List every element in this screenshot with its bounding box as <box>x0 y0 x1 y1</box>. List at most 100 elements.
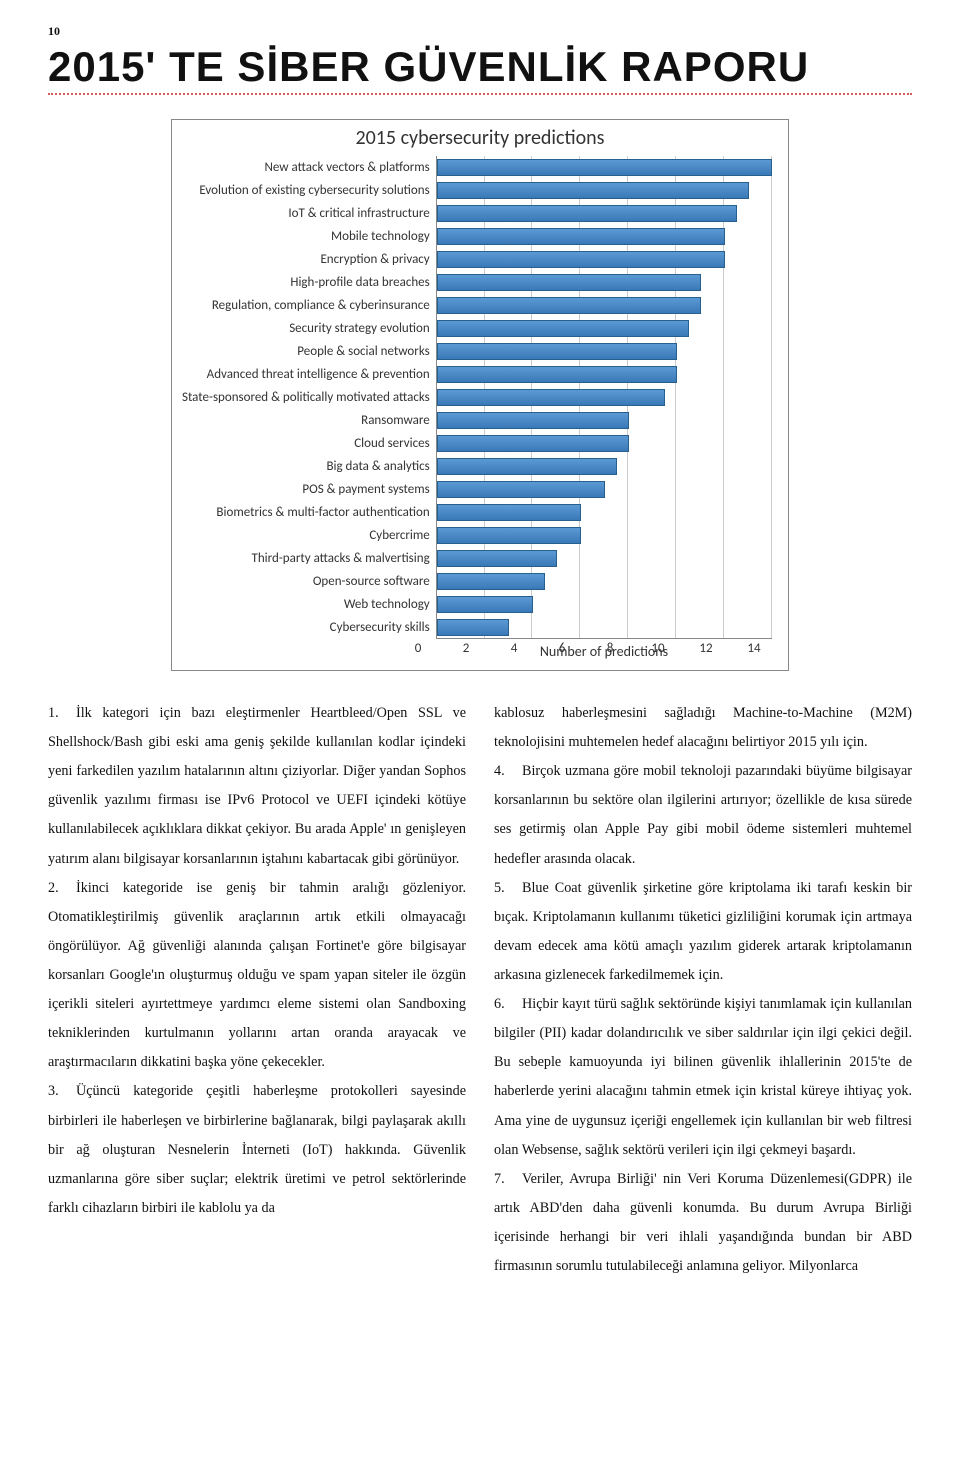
chart-bar <box>437 435 629 452</box>
page-number: 10 <box>48 24 912 39</box>
list-number: 1. <box>48 699 76 728</box>
chart-bar <box>437 619 509 636</box>
chart-y-label: POS & payment systems <box>182 478 430 501</box>
column-right: kablosuz haberleşmesini sağladığı Machin… <box>494 699 912 1281</box>
column-left: 1.İlk kategori için bazı eleştirmenler H… <box>48 699 466 1281</box>
chart-bar-row <box>437 271 772 294</box>
chart-bar-row <box>437 386 772 409</box>
chart-y-label: Evolution of existing cybersecurity solu… <box>182 179 430 202</box>
chart-y-label: People & social networks <box>182 340 430 363</box>
chart-bar <box>437 527 581 544</box>
paragraph-text: Birçok uzmana göre mobil teknoloji pazar… <box>494 763 912 866</box>
paragraph-text: Üçüncü kategoride çeşitli haberleşme pro… <box>48 1083 466 1215</box>
chart-bar-row <box>437 363 772 386</box>
chart-y-label: Third-party attacks & malvertising <box>182 547 430 570</box>
body-paragraph: 1.İlk kategori için bazı eleştirmenler H… <box>48 699 466 874</box>
chart-y-label: Cloud services <box>182 432 430 455</box>
body-columns: 1.İlk kategori için bazı eleştirmenler H… <box>48 699 912 1281</box>
chart-bar <box>437 481 605 498</box>
chart-bars <box>437 156 772 639</box>
chart-y-label: Ransomware <box>182 409 430 432</box>
chart-bar <box>437 389 665 406</box>
list-number: 6. <box>494 990 522 1019</box>
chart-frame: 2015 cybersecurity predictions New attac… <box>171 119 789 671</box>
chart-bar <box>437 596 533 613</box>
chart-bar <box>437 458 617 475</box>
chart-container: 2015 cybersecurity predictions New attac… <box>48 119 912 671</box>
list-number: 3. <box>48 1077 76 1106</box>
chart-bar-row <box>437 616 772 639</box>
paragraph-text: İkinci kategoride ise geniş bir tahmin a… <box>48 880 466 1071</box>
paragraph-text: Veriler, Avrupa Birliği' nin Veri Koruma… <box>494 1171 912 1274</box>
chart-y-label: High-profile data breaches <box>182 271 430 294</box>
chart-bar <box>437 274 701 291</box>
chart-x-tick: 0 <box>408 641 428 656</box>
chart-y-label: Cybercrime <box>182 524 430 547</box>
body-paragraph: 2.İkinci kategoride ise geniş bir tahmin… <box>48 874 466 1078</box>
chart-y-label: Web technology <box>182 593 430 616</box>
chart-body: New attack vectors & platformsEvolution … <box>182 156 778 639</box>
chart-y-label: State-sponsored & politically motivated … <box>182 386 430 409</box>
chart-bar-row <box>437 501 772 524</box>
chart-y-label: New attack vectors & platforms <box>182 156 430 179</box>
chart-x-tick: 14 <box>744 641 764 656</box>
divider-dotted <box>48 93 912 95</box>
chart-bar-row <box>437 432 772 455</box>
chart-bar-row <box>437 593 772 616</box>
chart-bar <box>437 573 545 590</box>
chart-x-tick: 6 <box>552 641 572 656</box>
chart-bar-row <box>437 248 772 271</box>
chart-bar <box>437 159 772 176</box>
chart-y-label: Encryption & privacy <box>182 248 430 271</box>
chart-bar-row <box>437 455 772 478</box>
body-paragraph: 3.Üçüncü kategoride çeşitli haberleşme p… <box>48 1077 466 1223</box>
chart-bar <box>437 228 725 245</box>
body-paragraph: 7.Veriler, Avrupa Birliği' nin Veri Koru… <box>494 1165 912 1281</box>
chart-bar <box>437 205 737 222</box>
chart-x-tick: 12 <box>696 641 716 656</box>
chart-y-label: Biometrics & multi-factor authentication <box>182 501 430 524</box>
paragraph-text: İlk kategori için bazı eleştirmenler Hea… <box>48 705 466 867</box>
chart-y-label: Security strategy evolution <box>182 317 430 340</box>
chart-bar-row <box>437 225 772 248</box>
chart-bar-row <box>437 156 772 179</box>
chart-title: 2015 cybersecurity predictions <box>182 126 778 150</box>
list-number: 7. <box>494 1165 522 1194</box>
body-paragraph: 6.Hiçbir kayıt türü sağlık sektöründe ki… <box>494 990 912 1165</box>
paragraph-text: Blue Coat güvenlik şirketine göre kripto… <box>494 880 912 983</box>
paragraph-text: kablosuz haberleşmesini sağladığı Machin… <box>494 705 912 750</box>
body-paragraph: 5.Blue Coat güvenlik şirketine göre krip… <box>494 874 912 990</box>
chart-bar-row <box>437 524 772 547</box>
paragraph-text: Hiçbir kayıt türü sağlık sektöründe kişi… <box>494 996 912 1158</box>
chart-bar-row <box>437 179 772 202</box>
chart-bar <box>437 550 557 567</box>
body-paragraph: 4.Birçok uzmana göre mobil teknoloji paz… <box>494 757 912 873</box>
chart-y-label: Advanced threat intelligence & preventio… <box>182 363 430 386</box>
list-number: 4. <box>494 757 522 786</box>
chart-x-tick: 2 <box>456 641 476 656</box>
chart-bar-row <box>437 317 772 340</box>
chart-plot <box>436 156 772 639</box>
chart-bar <box>437 504 581 521</box>
chart-x-tick: 10 <box>648 641 668 656</box>
chart-y-label: Cybersecurity skills <box>182 616 430 639</box>
chart-y-label: Open-source software <box>182 570 430 593</box>
chart-bar <box>437 182 749 199</box>
chart-bar-row <box>437 340 772 363</box>
list-number: 5. <box>494 874 522 903</box>
list-number: 2. <box>48 874 76 903</box>
chart-x-tick: 8 <box>600 641 620 656</box>
chart-bar <box>437 412 629 429</box>
chart-bar-row <box>437 202 772 225</box>
chart-y-label: IoT & critical infrastructure <box>182 202 430 225</box>
chart-bar <box>437 297 701 314</box>
chart-bar <box>437 251 725 268</box>
chart-y-label: Big data & analytics <box>182 455 430 478</box>
chart-bar-row <box>437 294 772 317</box>
chart-y-label: Mobile technology <box>182 225 430 248</box>
chart-bar <box>437 366 677 383</box>
chart-bar-row <box>437 570 772 593</box>
chart-bar-row <box>437 409 772 432</box>
chart-x-tick: 4 <box>504 641 524 656</box>
chart-bar <box>437 320 689 337</box>
